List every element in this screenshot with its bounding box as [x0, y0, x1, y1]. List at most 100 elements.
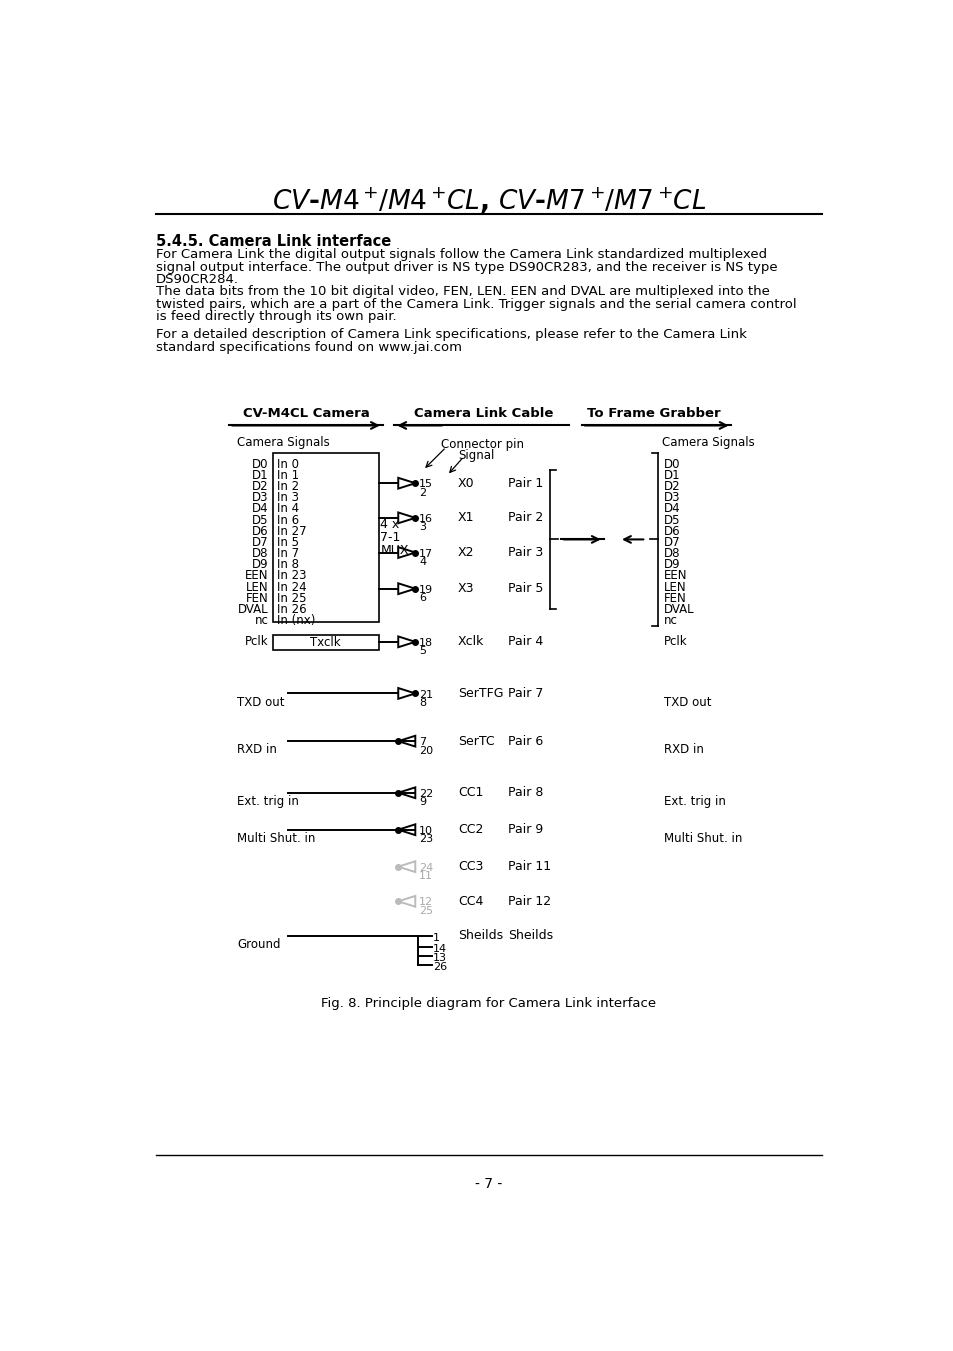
Text: twisted pairs, which are a part of the Camera Link. Trigger signals and the seri: twisted pairs, which are a part of the C…: [155, 297, 796, 311]
Text: Sheilds: Sheilds: [457, 929, 502, 943]
Text: - 7 -: - 7 -: [475, 1177, 502, 1192]
Text: To Frame Grabber: To Frame Grabber: [587, 407, 720, 420]
Text: Ext. trig in: Ext. trig in: [236, 794, 298, 808]
Text: In 24: In 24: [277, 581, 307, 593]
Text: D1: D1: [663, 469, 680, 482]
Text: D9: D9: [252, 558, 269, 571]
Text: Pair 3: Pair 3: [508, 546, 543, 559]
Text: 9: 9: [418, 797, 426, 808]
Text: 13: 13: [433, 952, 447, 963]
Text: Camera Link Cable: Camera Link Cable: [414, 407, 553, 420]
Text: MUX: MUX: [380, 544, 409, 558]
Text: D2: D2: [663, 480, 680, 493]
Text: D8: D8: [663, 547, 679, 561]
Text: X2: X2: [457, 546, 474, 559]
Text: D9: D9: [663, 558, 680, 571]
Text: Pair 6: Pair 6: [508, 735, 543, 747]
Text: 14: 14: [433, 943, 447, 954]
Text: EEN: EEN: [245, 570, 269, 582]
Text: is feed directly through its own pair.: is feed directly through its own pair.: [155, 309, 395, 323]
Text: 20: 20: [418, 746, 433, 755]
Text: D4: D4: [663, 503, 680, 516]
Text: 1: 1: [433, 934, 439, 943]
Text: D5: D5: [252, 513, 269, 527]
Text: D0: D0: [663, 458, 679, 470]
Text: LEN: LEN: [663, 581, 686, 593]
Text: D0: D0: [252, 458, 269, 470]
Text: In 26: In 26: [277, 603, 307, 616]
Text: In (nx): In (nx): [277, 615, 315, 627]
Text: In 8: In 8: [277, 558, 299, 571]
Text: Camera Signals: Camera Signals: [236, 436, 330, 450]
Text: 4: 4: [418, 557, 426, 567]
Bar: [273, 453, 378, 621]
Text: FEN: FEN: [246, 592, 269, 605]
Text: Pair 1: Pair 1: [508, 477, 543, 489]
Text: EEN: EEN: [663, 570, 687, 582]
Text: Pair 9: Pair 9: [508, 823, 543, 836]
Text: D4: D4: [252, 503, 269, 516]
Text: Pair 11: Pair 11: [508, 861, 551, 873]
Text: 16: 16: [418, 513, 433, 524]
Text: In 2: In 2: [277, 480, 299, 493]
Text: CC1: CC1: [457, 786, 483, 800]
Text: 12: 12: [418, 897, 433, 908]
Text: Fig. 8. Principle diagram for Camera Link interface: Fig. 8. Principle diagram for Camera Lin…: [321, 997, 656, 1009]
Text: D7: D7: [663, 536, 680, 549]
Text: In 4: In 4: [277, 503, 299, 516]
Text: CV-M4CL Camera: CV-M4CL Camera: [243, 407, 370, 420]
Text: 7: 7: [418, 738, 426, 747]
Text: D5: D5: [663, 513, 679, 527]
Text: In 7: In 7: [277, 547, 299, 561]
Text: 21: 21: [418, 689, 433, 700]
Text: Pair 2: Pair 2: [508, 512, 543, 524]
Text: 4 x: 4 x: [380, 517, 399, 531]
Text: Camera Signals: Camera Signals: [661, 436, 754, 450]
Text: CC4: CC4: [457, 894, 483, 908]
Text: Multi Shut. in: Multi Shut. in: [236, 832, 315, 844]
Text: nc: nc: [254, 615, 269, 627]
Text: 5.4.5. Camera Link interface: 5.4.5. Camera Link interface: [155, 234, 391, 249]
Text: Multi Shut. in: Multi Shut. in: [663, 832, 741, 844]
Text: 17: 17: [418, 549, 433, 559]
Text: For a detailed description of Camera Link specifications, please refer to the Ca: For a detailed description of Camera Lin…: [155, 328, 746, 342]
Text: Connector pin: Connector pin: [440, 438, 523, 451]
Text: The data bits from the 10 bit digital video, FEN, LEN. EEN and DVAL are multiple: The data bits from the 10 bit digital vi…: [155, 285, 769, 299]
Text: CC3: CC3: [457, 861, 483, 873]
Text: Ext. trig in: Ext. trig in: [663, 794, 725, 808]
Text: 15: 15: [418, 480, 433, 489]
Text: DS90CR284.: DS90CR284.: [155, 273, 238, 286]
Text: TXD out: TXD out: [663, 696, 711, 709]
Bar: [273, 635, 378, 650]
Text: 3: 3: [418, 523, 426, 532]
Text: 25: 25: [418, 907, 433, 916]
Text: Pclk: Pclk: [245, 635, 269, 648]
Text: In 23: In 23: [277, 570, 307, 582]
Text: 2: 2: [418, 488, 426, 497]
Text: DVAL: DVAL: [663, 603, 694, 616]
Text: 23: 23: [418, 835, 433, 844]
Text: DVAL: DVAL: [238, 603, 269, 616]
Text: D6: D6: [663, 524, 680, 538]
Text: 22: 22: [418, 789, 433, 798]
Text: X1: X1: [457, 512, 474, 524]
Text: In 6: In 6: [277, 513, 299, 527]
Text: In 1: In 1: [277, 469, 299, 482]
Text: In 27: In 27: [277, 524, 307, 538]
Text: X3: X3: [457, 582, 474, 596]
Text: Signal: Signal: [457, 449, 494, 462]
Text: signal output interface. The output driver is NS type DS90CR283, and the receive: signal output interface. The output driv…: [155, 261, 777, 274]
Text: Pair 7: Pair 7: [508, 686, 543, 700]
Text: 6: 6: [418, 593, 426, 604]
Text: $\mathit{CV}$-$\mathit{M4}^+\!\mathit{/M4}^+\!\mathit{CL}$, $\mathit{CV}$-$\math: $\mathit{CV}$-$\mathit{M4}^+\!\mathit{/M…: [272, 185, 705, 216]
Text: D2: D2: [252, 480, 269, 493]
Text: For Camera Link the digital output signals follow the Camera Link standardized m: For Camera Link the digital output signa…: [155, 249, 766, 261]
Text: CC2: CC2: [457, 823, 483, 836]
Text: D6: D6: [252, 524, 269, 538]
Text: 19: 19: [418, 585, 433, 594]
Text: RXD in: RXD in: [663, 743, 703, 757]
Text: 5: 5: [418, 646, 426, 657]
Text: TXD out: TXD out: [236, 696, 284, 709]
Text: Pair 4: Pair 4: [508, 635, 543, 648]
Text: Sheilds: Sheilds: [508, 929, 553, 943]
